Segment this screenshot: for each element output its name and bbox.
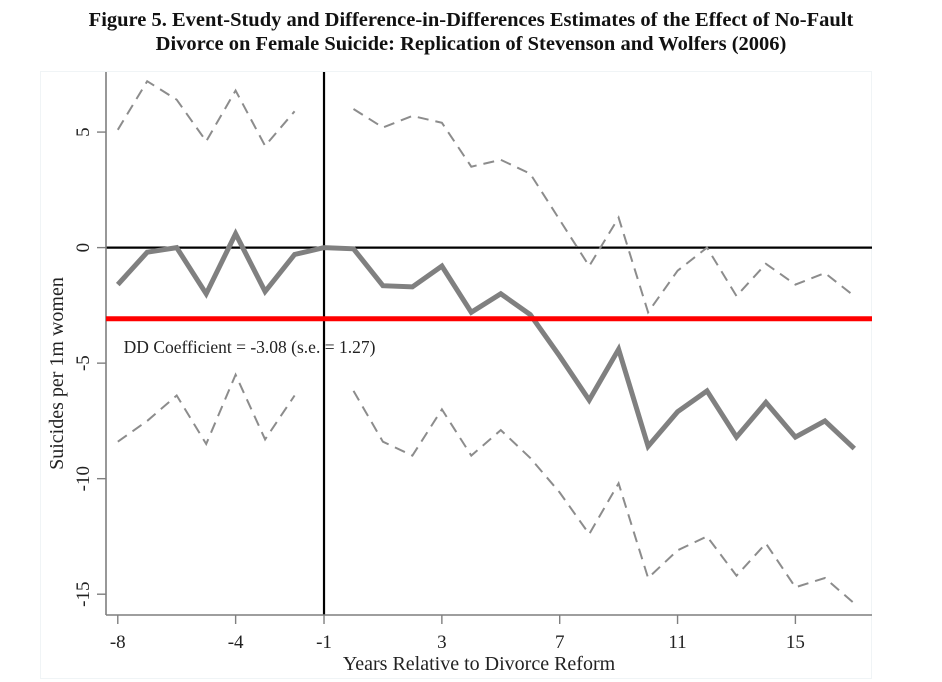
series-line-upper-95-ci bbox=[116, 79, 296, 148]
x-tick-label: -4 bbox=[228, 632, 244, 653]
chart-title: Figure 5. Event-Study and Difference-in-… bbox=[0, 8, 942, 56]
x-tick-label: -8 bbox=[110, 632, 126, 653]
chart-title-line-1: Figure 5. Event-Study and Difference-in-… bbox=[88, 9, 854, 31]
series-line-lower-95-ci bbox=[352, 390, 855, 605]
chart-title-line-2: Divorce on Female Suicide: Replication o… bbox=[155, 33, 787, 55]
figure-frame bbox=[40, 71, 872, 679]
x-tick-label: 15 bbox=[786, 632, 805, 653]
y-tick-label: 5 bbox=[73, 127, 94, 137]
x-axis-title: Years Relative to Divorce Reform bbox=[343, 653, 616, 675]
series-line-upper-95-ci bbox=[352, 108, 855, 315]
y-tick-label: -10 bbox=[73, 466, 94, 491]
y-tick-label: -15 bbox=[73, 582, 94, 607]
series-line-lower-95-ci bbox=[117, 372, 296, 447]
y-tick-label: 0 bbox=[73, 243, 94, 253]
x-tick-label: 7 bbox=[555, 632, 565, 653]
x-tick-label: -1 bbox=[316, 632, 332, 653]
x-tick-label: 3 bbox=[437, 632, 447, 653]
axes: -8 -4 -1 3 7 11 15 5 0 -5 -10 -15 bbox=[73, 72, 872, 653]
dd-coefficient-annotation: DD Coefficient = -3.08 (s.e. = 1.27) bbox=[124, 337, 376, 357]
series-group bbox=[115, 79, 857, 605]
reference-lines bbox=[106, 72, 872, 615]
x-tick-label: 11 bbox=[668, 632, 686, 653]
y-tick-label: -5 bbox=[73, 355, 94, 371]
y-axis-title: Suicides per 1m women bbox=[46, 277, 68, 470]
series-line-event-study-estimate bbox=[115, 228, 857, 452]
